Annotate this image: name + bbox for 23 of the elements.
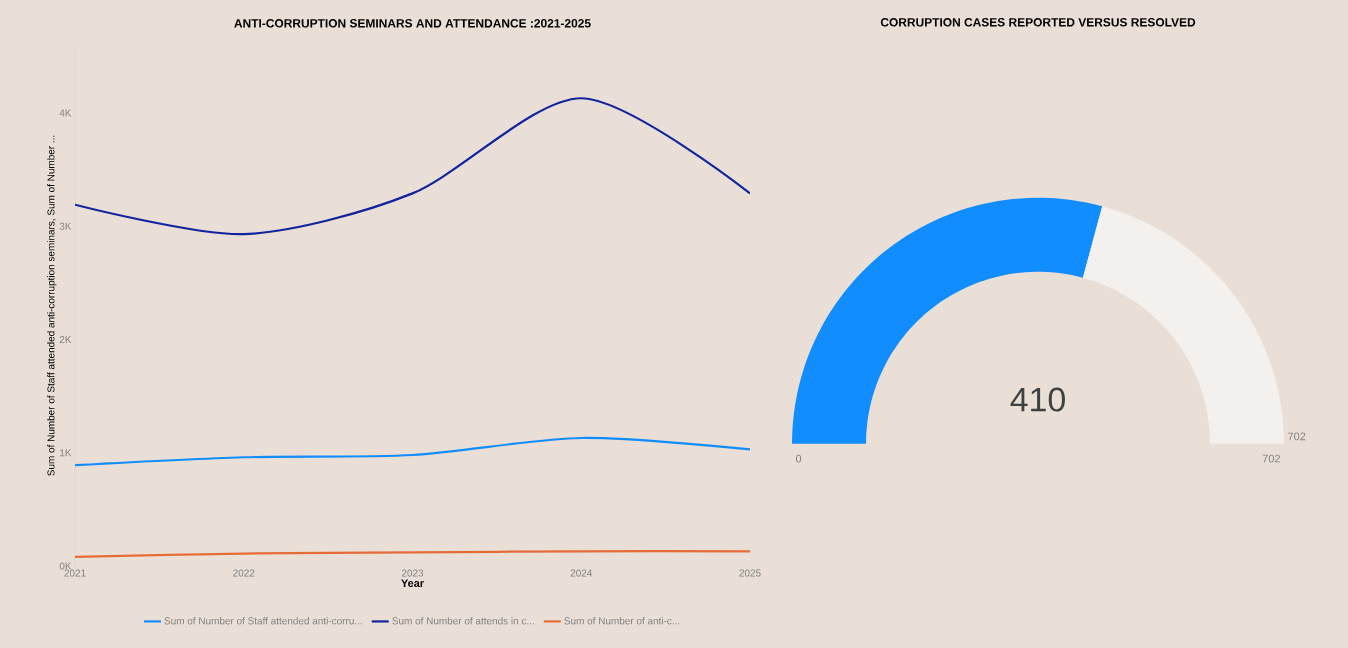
y-tick-label: 4K <box>59 109 72 117</box>
legend-label: Sum of Number of anti-c... <box>564 617 680 625</box>
y-tick-label: 2K <box>59 336 72 343</box>
legend-label: Sum of Number of Staff attended anti-corru... <box>164 617 362 625</box>
line-series <box>75 436 750 467</box>
data-label: 410 <box>1010 387 1065 412</box>
text: 702 <box>1288 432 1306 441</box>
text: 702 <box>1262 454 1280 463</box>
x-tick-label: 2021 <box>64 569 86 577</box>
chart-title: CORRUPTION CASES REPORTED VERSUS RESOLVED <box>880 18 1196 27</box>
y-tick-label: 1K <box>60 449 72 457</box>
y-tick-label: 0K <box>59 562 72 570</box>
x-tick-label: 2022 <box>233 569 255 577</box>
line-series <box>75 97 750 236</box>
x-tick-label: 2024 <box>570 569 593 577</box>
x-tick-label: 2023 <box>401 569 424 577</box>
x-tick-label: 2025 <box>739 569 761 577</box>
y-axis-title: Sum of Number of Staff attended anti-corruption seminars, Sum of Number ... <box>47 135 57 476</box>
y-tick-label: 3K <box>59 222 72 230</box>
annotation: 0 <box>795 454 802 463</box>
x-axis-title: Year <box>401 579 424 588</box>
chart-title: ANTI-CORRUPTION SEMINARS AND ATTENDANCE :2021-2025 <box>234 19 591 28</box>
legend-label: Sum of Number of attends in c... <box>392 617 534 625</box>
